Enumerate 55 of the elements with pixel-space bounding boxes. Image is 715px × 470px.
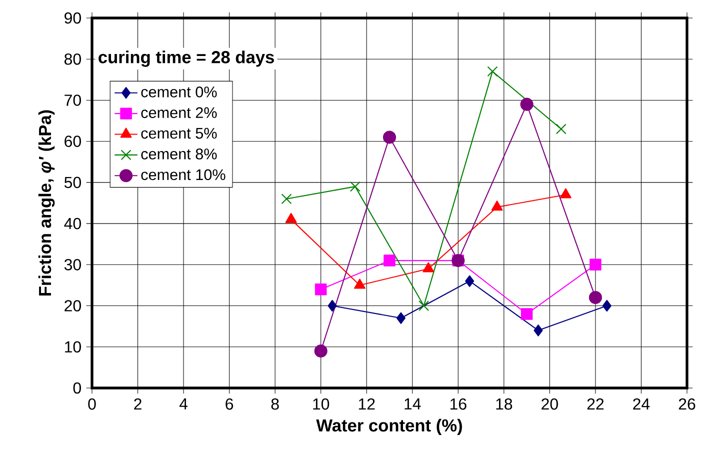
point (396, 312, 406, 324)
legend-label: cement 5% (141, 128, 217, 139)
point (491, 200, 503, 211)
x-tick-label: 20 (542, 398, 558, 410)
point (382, 130, 396, 144)
point (487, 66, 498, 77)
point (350, 181, 360, 192)
x-tick-label: 0 (88, 398, 96, 410)
x-tick-label: 8 (271, 398, 279, 410)
point (534, 324, 543, 336)
x-tick-label: 14 (404, 398, 421, 410)
y-tick-label: 80 (64, 53, 81, 65)
point (560, 188, 572, 198)
y-tick-label: 50 (64, 176, 81, 188)
point (422, 262, 434, 272)
x-tick-label: 26 (678, 398, 696, 410)
x-tick-label: 10 (313, 398, 330, 410)
y-tick-label: 0 (73, 382, 81, 394)
x-tick-label: 24 (633, 398, 650, 410)
y-tick-label: 20 (64, 300, 81, 312)
point (418, 300, 430, 312)
y-axis-title: Friction angle, φ' (kPa) (38, 110, 55, 296)
y-tick-label: 60 (64, 136, 81, 147)
x-tick-label: 4 (179, 398, 188, 410)
legend-label: cement 10% (141, 169, 226, 180)
point (520, 98, 534, 111)
point (520, 308, 533, 320)
y-tick-label: 40 (64, 218, 81, 230)
x-axis-title: Water content (%) (316, 418, 462, 436)
point (602, 300, 612, 312)
point (281, 194, 292, 204)
point (384, 254, 396, 266)
x-tick-label: 6 (226, 398, 234, 410)
y-tick-label: 10 (65, 341, 81, 353)
point (314, 283, 327, 296)
x-tick-label: 16 (450, 398, 466, 410)
x-tick-label: 18 (496, 398, 512, 410)
annotation: curing time = 28 days (98, 50, 274, 67)
legend-label: cement 8% (141, 148, 217, 160)
point (285, 212, 297, 223)
x-tick-label: 12 (358, 398, 375, 410)
point (588, 291, 602, 304)
y-tick-label: 30 (64, 259, 81, 270)
x-tick-label: 2 (134, 398, 142, 410)
point (556, 124, 566, 134)
y-tick-label: 70 (64, 94, 81, 106)
point (354, 278, 366, 289)
point (465, 275, 474, 287)
x-tick-label: 22 (587, 398, 604, 410)
point (314, 344, 328, 358)
point (590, 258, 602, 271)
legend-label: cement 2% (141, 107, 217, 118)
y-tick-label: 90 (64, 12, 81, 24)
point (328, 300, 337, 312)
legend-label: cement 0% (141, 86, 217, 98)
